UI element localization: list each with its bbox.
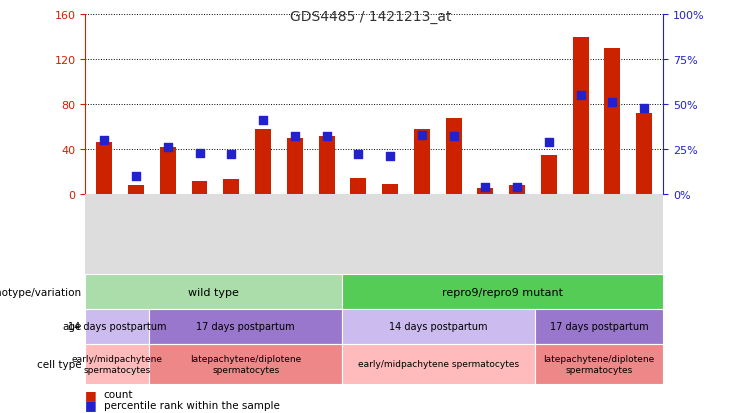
Point (130, 173, 142, 180)
Bar (414, 129, 430, 195)
Bar (445, 118, 462, 195)
Bar (350, 179, 366, 195)
Bar (287, 138, 303, 195)
Bar (637, 114, 652, 195)
Text: wild type: wild type (188, 287, 239, 297)
Text: early/midpachytene spermatocytes: early/midpachytene spermatocytes (358, 360, 519, 369)
Text: 17 days postpartum: 17 days postpartum (196, 322, 295, 332)
Point (638, 105, 650, 112)
Point (257, 118, 269, 124)
Text: ■: ■ (85, 388, 97, 401)
Point (479, 184, 491, 191)
Bar (319, 136, 334, 195)
Point (606, 100, 618, 106)
Text: repro9/repro9 mutant: repro9/repro9 mutant (442, 287, 563, 297)
Point (448, 134, 459, 140)
Text: 14 days postpartum: 14 days postpartum (389, 322, 488, 332)
Bar (160, 147, 176, 195)
Text: ■: ■ (85, 398, 97, 411)
Text: latepachytene/diplotene
spermatocytes: latepachytene/diplotene spermatocytes (190, 354, 302, 374)
Point (543, 139, 555, 146)
Point (225, 152, 237, 158)
Point (321, 134, 333, 140)
Bar (477, 189, 494, 195)
Bar (223, 180, 239, 195)
Bar (382, 185, 398, 195)
Bar (192, 181, 207, 195)
Text: latepachytene/diplotene
spermatocytes: latepachytene/diplotene spermatocytes (543, 354, 654, 374)
Text: early/midpachytene
spermatocytes: early/midpachytene spermatocytes (72, 354, 163, 374)
Bar (605, 49, 620, 195)
Point (575, 93, 587, 99)
Point (193, 150, 205, 157)
Point (416, 132, 428, 139)
Text: age: age (62, 322, 82, 332)
Bar (128, 185, 144, 195)
Point (289, 134, 301, 140)
Text: genotype/variation: genotype/variation (0, 287, 82, 297)
Bar (573, 38, 588, 195)
Point (511, 184, 523, 191)
Point (99, 138, 110, 144)
Point (162, 145, 173, 151)
Text: cell type: cell type (37, 359, 82, 369)
Text: percentile rank within the sample: percentile rank within the sample (104, 400, 279, 410)
Text: 17 days postpartum: 17 days postpartum (550, 322, 648, 332)
Point (353, 152, 365, 158)
Text: GDS4485 / 1421213_at: GDS4485 / 1421213_at (290, 10, 451, 24)
Text: count: count (104, 389, 133, 399)
Bar (255, 129, 271, 195)
Bar (541, 155, 556, 195)
Text: 14 days postpartum: 14 days postpartum (68, 322, 167, 332)
Point (384, 154, 396, 160)
Bar (509, 185, 525, 195)
Bar (96, 143, 112, 195)
